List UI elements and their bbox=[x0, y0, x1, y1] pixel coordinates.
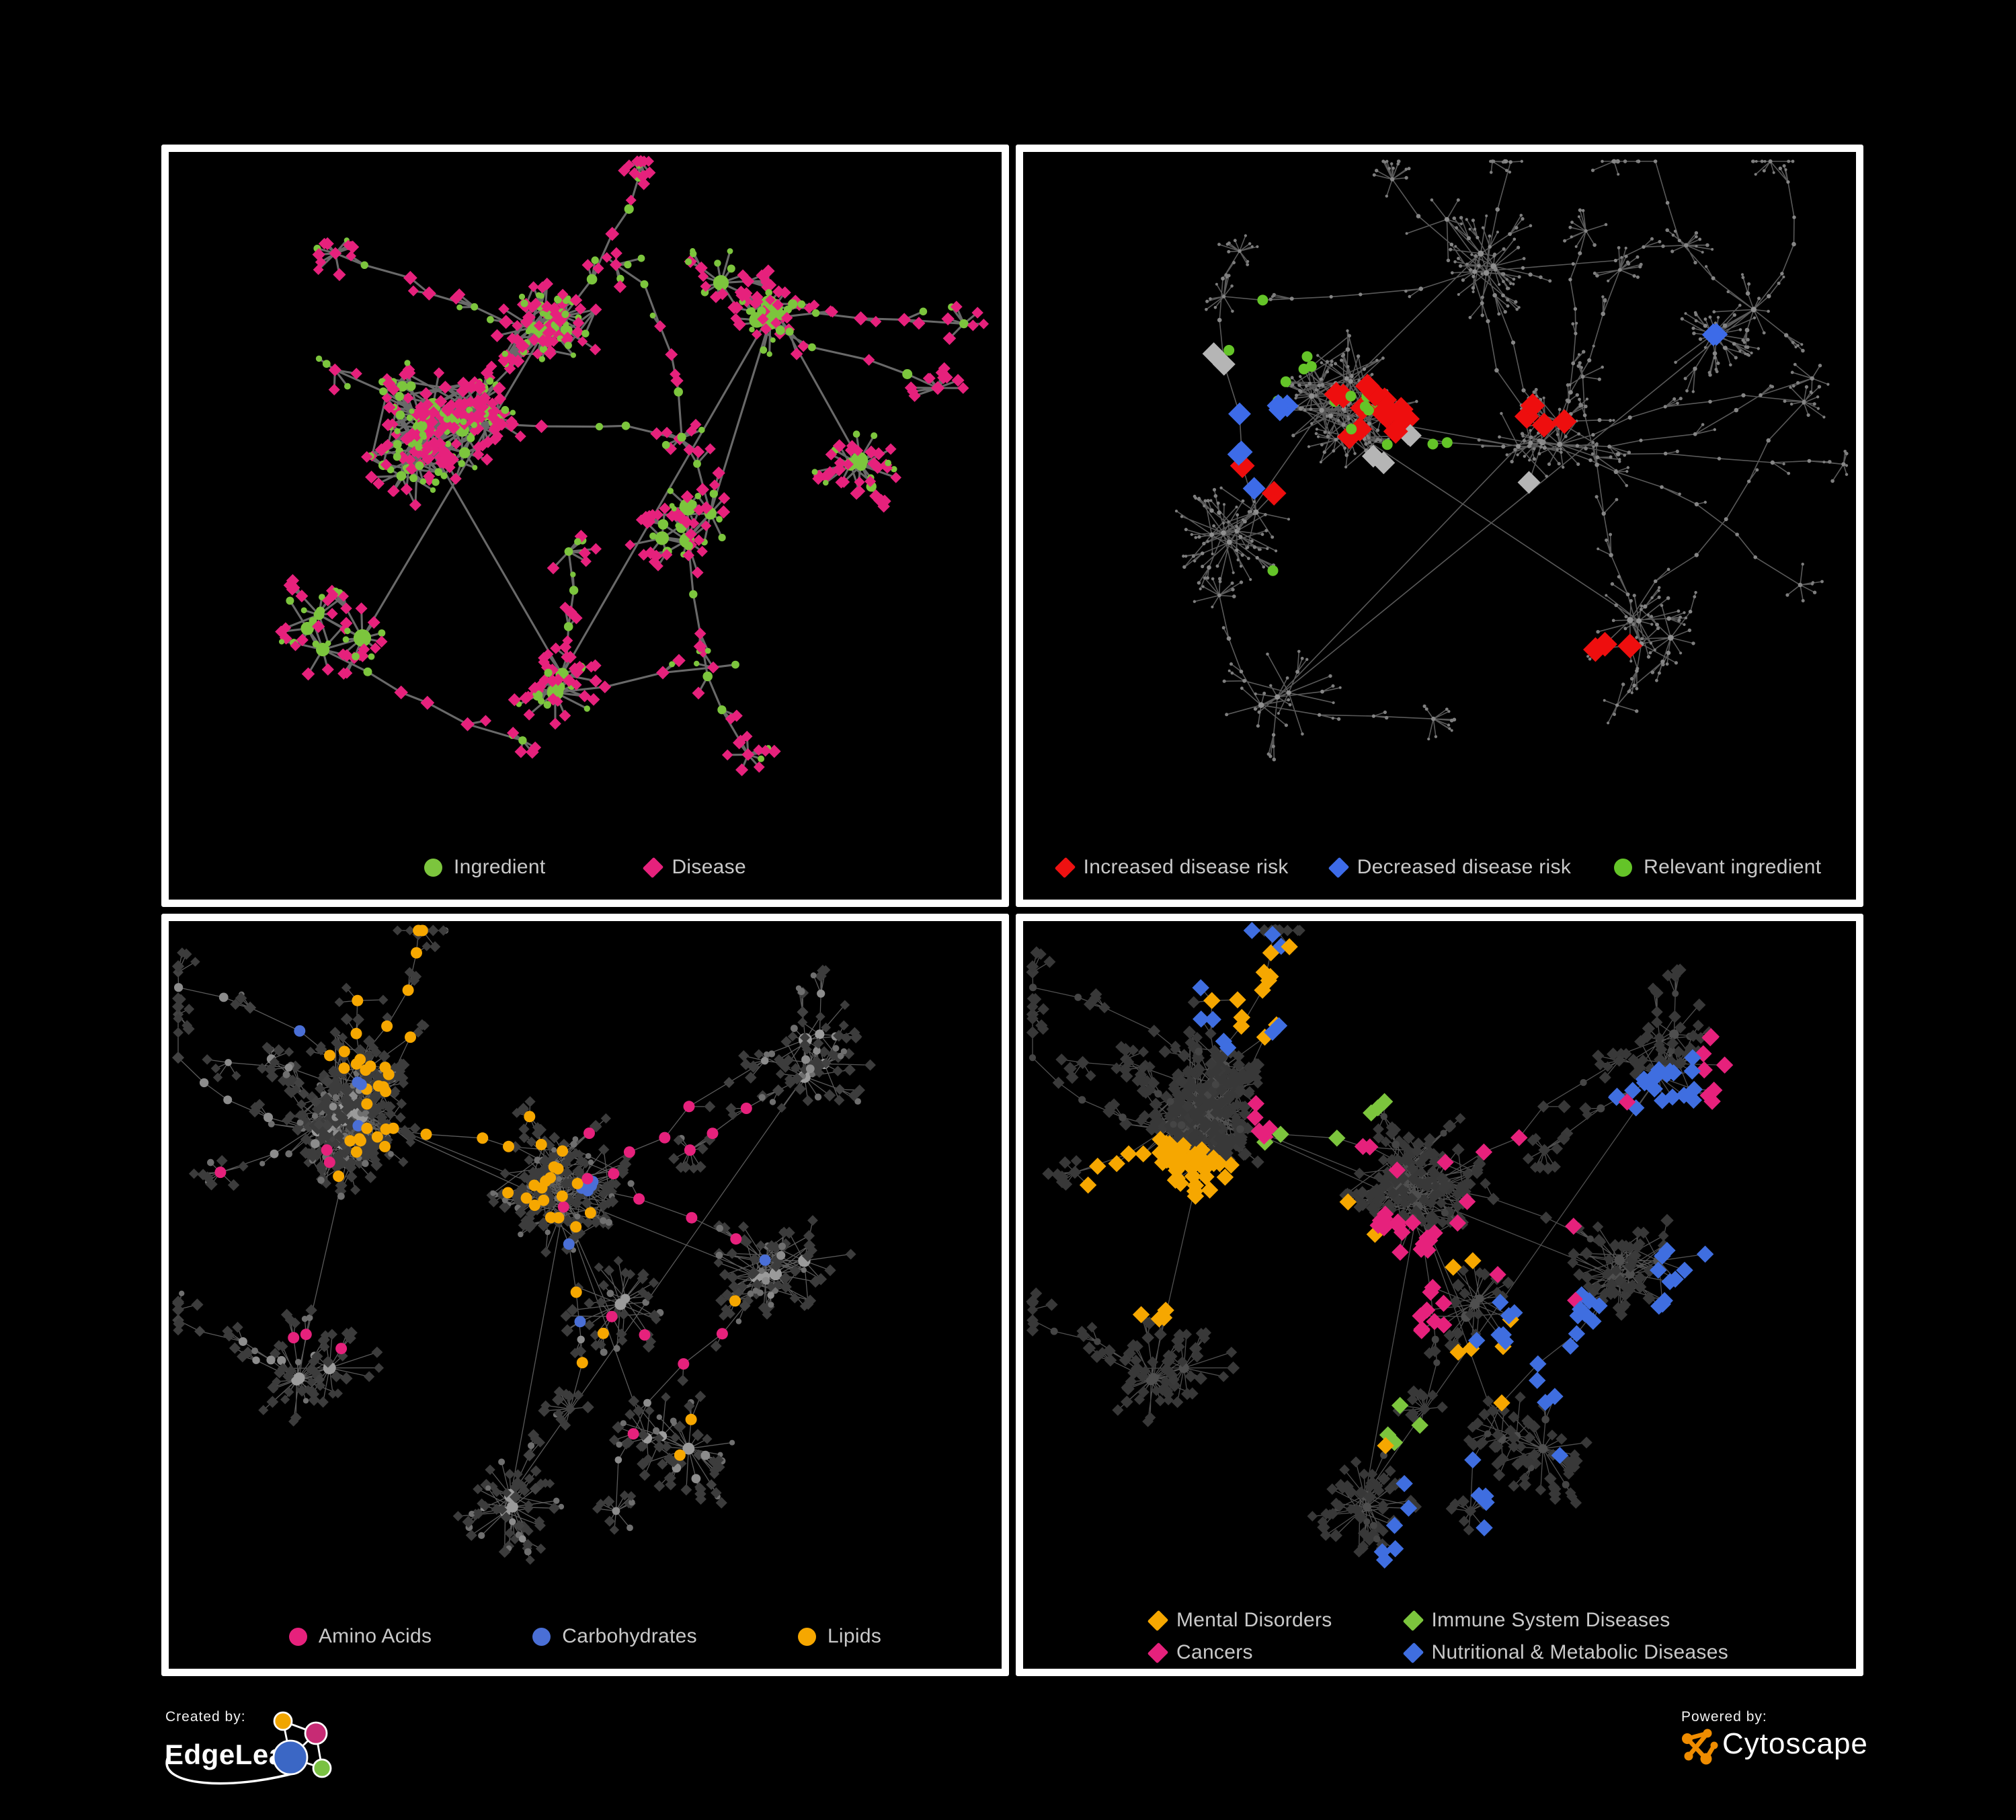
legend-label: Disease bbox=[672, 856, 746, 878]
legend-label: Lipids bbox=[827, 1625, 882, 1647]
cytoscape-wordmark: Cytoscape bbox=[1722, 1727, 1868, 1760]
diamond-marker bbox=[1402, 1642, 1424, 1663]
powered-by-label: Powered by: bbox=[1681, 1709, 1767, 1725]
diamond-marker bbox=[1402, 1610, 1424, 1631]
legend-item-mental-disorders: Mental Disorders bbox=[1147, 1609, 1332, 1632]
edgeleap-node-green bbox=[312, 1758, 332, 1778]
legend-item-ingredient: Ingredient bbox=[424, 856, 545, 879]
legend-item-disease: Disease bbox=[643, 856, 746, 879]
legend-item-cancers: Cancers bbox=[1147, 1641, 1253, 1664]
edgeleap-swoosh bbox=[165, 1757, 299, 1785]
diamond-marker bbox=[1328, 857, 1349, 878]
edgeleap-node-graph bbox=[272, 1711, 332, 1778]
diamond-marker bbox=[1147, 1642, 1169, 1663]
edgeleap-node-blue bbox=[272, 1739, 309, 1776]
diamond-marker bbox=[643, 857, 664, 878]
circle-marker bbox=[797, 1627, 816, 1646]
legend-item-lipids: Lipids bbox=[797, 1625, 882, 1648]
legend-label: Relevant ingredient bbox=[1644, 856, 1822, 878]
legend-label: Cancers bbox=[1176, 1641, 1253, 1663]
circle-marker bbox=[532, 1627, 551, 1646]
legend-item-relevant-ingredient: Relevant ingredient bbox=[1614, 856, 1821, 879]
legend-disease-classes: Mental Disorders Immune System Diseases Ca… bbox=[1023, 1604, 1856, 1669]
circle-marker bbox=[288, 1627, 307, 1646]
circle-marker bbox=[1614, 858, 1633, 877]
legend-item-decreased-disease-risk: Decreased disease risk bbox=[1328, 856, 1572, 879]
legend-item-carbohydrates: Carbohydrates bbox=[532, 1625, 697, 1648]
legend-item-nutritional-metabolic-diseases: Nutritional & Metabolic Diseases bbox=[1402, 1641, 1728, 1664]
network-graph-disease-risk bbox=[1174, 159, 1849, 762]
legend-nutrient-classes: Amino Acids Carbohydrates Lipids bbox=[169, 1604, 1002, 1669]
legend-label: Increased disease risk bbox=[1083, 856, 1289, 878]
edgeleap-brand: Created by: EdgeLeap bbox=[165, 1709, 360, 1796]
network-graph-nutrient-classes bbox=[171, 924, 876, 1565]
cytoscape-icon bbox=[1682, 1729, 1718, 1765]
cytoscape-brand: Powered by: Cytoscape bbox=[1681, 1709, 1882, 1771]
legend-item-immune-system-diseases: Immune System Diseases bbox=[1402, 1609, 1670, 1632]
panel-nutrient-classes: Amino Acids Carbohydrates Lipids bbox=[161, 914, 1009, 1676]
network-graph-disease-classes bbox=[1026, 922, 1734, 1569]
legend-disease-risk: Increased disease risk Decreased disease … bbox=[1023, 835, 1856, 900]
legend-label: Mental Disorders bbox=[1176, 1609, 1332, 1631]
network-graph-ingredient-disease bbox=[275, 155, 990, 777]
legend-label: Nutritional & Metabolic Diseases bbox=[1431, 1641, 1728, 1663]
legend-label: Amino Acids bbox=[318, 1625, 432, 1647]
legend-item-amino-acids: Amino Acids bbox=[288, 1625, 432, 1648]
legend-label: Immune System Diseases bbox=[1431, 1609, 1670, 1631]
legend-label: Ingredient bbox=[454, 856, 546, 878]
legend-label: Decreased disease risk bbox=[1357, 856, 1572, 878]
edgeleap-node-orange bbox=[273, 1711, 293, 1731]
panel-disease-risk: Increased disease risk Decreased disease … bbox=[1016, 145, 1863, 907]
legend-ingredient-disease: Ingredient Disease bbox=[169, 835, 1002, 900]
panel-grid: Ingredient Disease Increased disease risk… bbox=[161, 145, 1863, 1676]
diamond-marker bbox=[1054, 857, 1076, 878]
cytoscape-logo: Powered by: Cytoscape bbox=[1681, 1709, 1868, 1765]
legend-label: Carbohydrates bbox=[562, 1625, 697, 1647]
panel-ingredient-disease: Ingredient Disease bbox=[161, 145, 1009, 907]
legend-item-increased-disease-risk: Increased disease risk bbox=[1054, 856, 1289, 879]
diamond-marker bbox=[1147, 1610, 1169, 1631]
edgeleap-node-pink bbox=[304, 1721, 328, 1745]
edgeleap-logo: Created by: EdgeLeap bbox=[165, 1709, 332, 1785]
created-by-label: Created by: bbox=[165, 1709, 246, 1725]
circle-marker bbox=[424, 858, 443, 877]
panel-disease-classes: Mental Disorders Immune System Diseases Ca… bbox=[1016, 914, 1863, 1676]
